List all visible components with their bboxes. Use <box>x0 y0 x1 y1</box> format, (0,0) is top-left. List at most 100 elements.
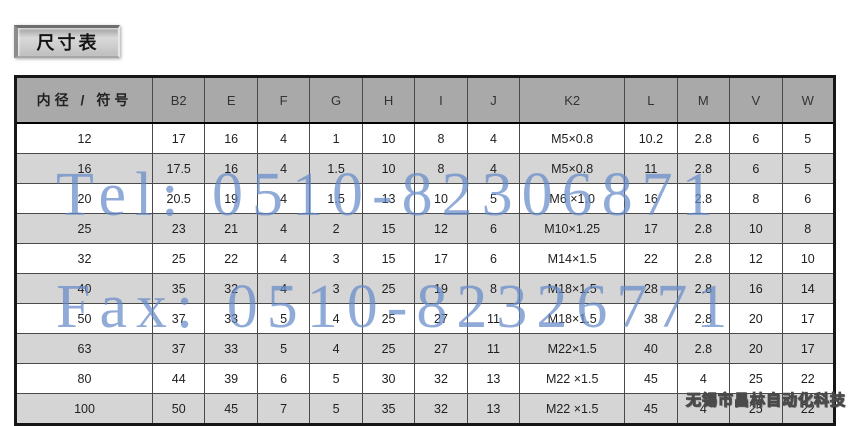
table-cell: 10 <box>361 122 416 154</box>
table-cell: 7 <box>256 393 311 425</box>
table-cell: 12 <box>729 243 783 274</box>
table-cell: 6 <box>729 153 783 184</box>
table-cell: 17.5 <box>151 153 206 184</box>
table-cell: 28 <box>624 273 678 304</box>
table-cell: 8 <box>414 153 468 184</box>
table-cell: 21 <box>204 213 258 244</box>
table-cell: 12 <box>414 213 468 244</box>
table-cell: 40 <box>624 333 678 364</box>
table-cell: 12 <box>15 122 153 154</box>
table-cell: 20 <box>729 333 783 364</box>
table-cell: 19 <box>204 183 258 214</box>
table-cell: 80 <box>15 363 153 394</box>
table-cell: 37 <box>151 303 206 334</box>
table-cell: M22 ×1.5 <box>519 393 626 425</box>
table-row: 32 25 22 4 3 15 17 6 M14×1.5 22 2.8 12 10 <box>15 243 836 274</box>
column-header: K2 <box>519 76 626 124</box>
table-cell: 33 <box>204 303 258 334</box>
table-cell: M22 ×1.5 <box>519 363 626 394</box>
dimension-table: 内径 / 符号 B2 E F G H I J K2 L M V W 12 17 16 4 1 10 8 4 M5×0.8… <box>14 75 836 426</box>
table-cell: 23 <box>151 213 206 244</box>
table-cell: 6 <box>781 183 836 214</box>
table-cell: 6 <box>466 243 521 274</box>
table-cell: 25 <box>361 303 416 334</box>
table-cell: 2.8 <box>676 333 731 364</box>
table-cell: 4 <box>466 122 521 154</box>
table-cell: 25 <box>151 243 206 274</box>
table-cell: 6 <box>729 122 783 154</box>
column-header: L <box>624 76 678 124</box>
table-cell: 15 <box>361 213 416 244</box>
table-cell: 10 <box>414 183 468 214</box>
table-cell: M14×1.5 <box>519 243 626 274</box>
table-cell: 3 <box>309 273 363 304</box>
column-header: W <box>781 76 836 124</box>
table-cell: 16 <box>204 153 258 184</box>
table-cell: 38 <box>624 303 678 334</box>
table-cell: M5×0.8 <box>519 122 626 154</box>
table-cell: 32 <box>414 393 468 425</box>
table-cell: 37 <box>151 333 206 364</box>
table-cell: 2.8 <box>676 243 731 274</box>
table-cell: 10 <box>781 243 836 274</box>
table-cell: 22 <box>204 243 258 274</box>
table-cell: M10×1.25 <box>519 213 626 244</box>
table-cell: 5 <box>781 153 836 184</box>
table-cell: 25 <box>729 363 783 394</box>
table-cell: 2.8 <box>676 303 731 334</box>
table-cell: 40 <box>15 273 153 304</box>
column-header: B2 <box>151 76 206 124</box>
header-row: 内径 / 符号 B2 E F G H I J K2 L M V W <box>15 76 836 124</box>
column-header: E <box>204 76 258 124</box>
table-cell: 11 <box>466 303 521 334</box>
table-cell: 16 <box>729 273 783 304</box>
table-cell: 15 <box>361 243 416 274</box>
table-row: 12 17 16 4 1 10 8 4 M5×0.8 10.2 2.8 6 5 <box>15 122 836 154</box>
column-header: M <box>676 76 731 124</box>
table-cell: 4 <box>256 213 311 244</box>
table-cell: M5×0.8 <box>519 153 626 184</box>
table-cell: M18×1.5 <box>519 273 626 304</box>
table-cell: 10.2 <box>624 122 678 154</box>
table-cell: 35 <box>151 273 206 304</box>
table-cell: 16 <box>15 153 153 184</box>
table-cell: 50 <box>15 303 153 334</box>
table-cell: 35 <box>361 393 416 425</box>
table-cell: 8 <box>781 213 836 244</box>
table-cell: 5 <box>256 333 311 364</box>
table-cell: 20.5 <box>151 183 206 214</box>
table-cell: 19 <box>414 273 468 304</box>
table-cell: 13 <box>466 393 521 425</box>
table-cell: 4 <box>256 273 311 304</box>
table-cell: 44 <box>151 363 206 394</box>
table-cell: 4 <box>676 363 731 394</box>
table-cell: 32 <box>15 243 153 274</box>
table-cell: 30 <box>361 363 416 394</box>
table-cell: 10 <box>361 153 416 184</box>
table-cell: 6 <box>466 213 521 244</box>
table-cell: 45 <box>624 393 678 425</box>
table-row: 50 37 33 5 4 25 27 11 M18×1.5 38 2.8 20 17 <box>15 303 836 334</box>
table-cell: 50 <box>151 393 206 425</box>
table-cell: 8 <box>414 122 468 154</box>
table-cell: 25 <box>361 333 416 364</box>
table-cell: 17 <box>781 303 836 334</box>
column-header: F <box>256 76 311 124</box>
table-cell: 5 <box>309 393 363 425</box>
table-cell: M18×1.5 <box>519 303 626 334</box>
table-cell: 2.8 <box>676 122 731 154</box>
column-header: H <box>361 76 416 124</box>
table-cell: 17 <box>151 122 206 154</box>
table-cell: 4 <box>466 153 521 184</box>
table-cell: 1 <box>309 122 363 154</box>
table-row: 80 44 39 6 5 30 32 13 M22 ×1.5 45 4 25 22 <box>15 363 836 394</box>
table-cell: 8 <box>466 273 521 304</box>
table-cell: 11 <box>466 333 521 364</box>
table-cell: 32 <box>414 363 468 394</box>
table-cell: 3 <box>309 243 363 274</box>
table-row: 63 37 33 5 4 25 27 11 M22×1.5 40 2.8 20 17 <box>15 333 836 364</box>
table-cell: 1.5 <box>309 153 363 184</box>
table-cell: 20 <box>729 303 783 334</box>
table-cell: 45 <box>204 393 258 425</box>
table-cell: 17 <box>414 243 468 274</box>
